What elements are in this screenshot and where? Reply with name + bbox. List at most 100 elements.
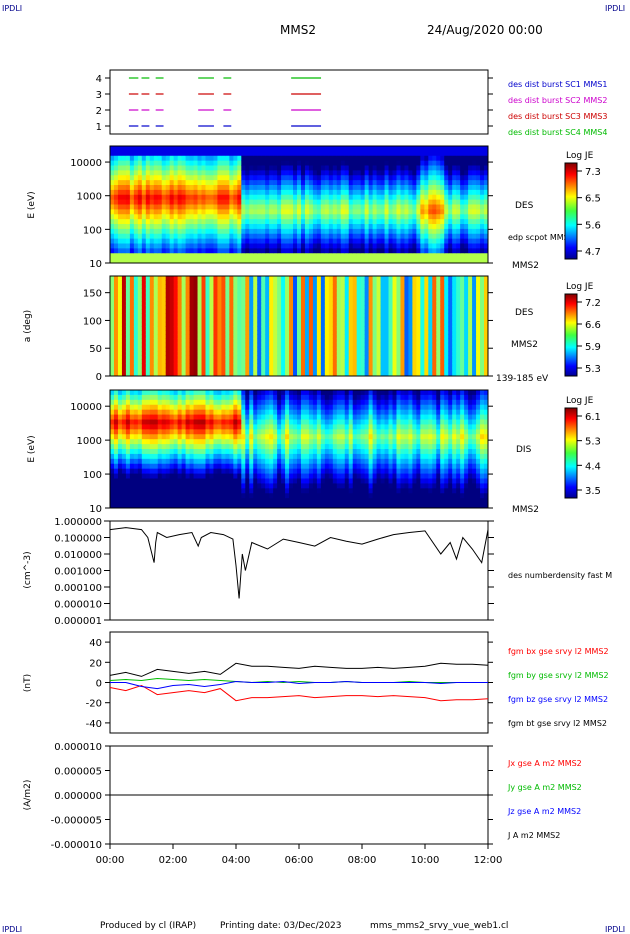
des-energy-cell	[440, 224, 445, 230]
des-pitch-cell	[193, 367, 199, 373]
des-pitch-cell	[209, 284, 214, 289]
des-pitch-cell	[153, 326, 159, 331]
des-energy-cell	[404, 204, 409, 210]
des-pitch-cell	[293, 321, 298, 327]
des-pitch-cell	[384, 296, 390, 302]
des-energy-cell	[320, 146, 326, 152]
des-energy-cell	[436, 248, 441, 254]
des-energy-cell	[352, 248, 358, 254]
des-pitch-cell	[165, 351, 171, 356]
des-pitch-cell	[117, 342, 123, 348]
des-energy-cell	[245, 160, 250, 167]
des-energy-cell	[392, 165, 397, 171]
des-energy-cell	[110, 185, 115, 191]
des-energy-cell	[297, 233, 302, 240]
des-pitch-cell	[344, 305, 350, 310]
des-energy-cell	[476, 180, 481, 186]
des-energy-cell	[129, 165, 135, 171]
des-pitch-cell	[213, 321, 218, 327]
des-energy-cell	[408, 219, 413, 225]
des-energy-cell	[360, 238, 366, 245]
des-energy-cell	[165, 146, 171, 152]
des-energy-cell	[141, 175, 147, 181]
des-energy-cell	[173, 253, 179, 259]
des-energy-cell	[312, 146, 318, 152]
dis-energy-cell	[125, 434, 131, 440]
des-energy-cell	[277, 175, 282, 181]
des-energy-cell	[245, 253, 250, 259]
des-energy-cell	[368, 170, 374, 176]
des-pitch-cell	[153, 288, 159, 294]
des-energy-cell	[436, 238, 441, 245]
des-energy-cell	[113, 189, 119, 196]
des-energy-cell	[340, 233, 346, 240]
des-energy-cell	[249, 214, 254, 220]
des-energy-cell	[133, 258, 139, 264]
des-energy-cell	[300, 209, 306, 215]
des-pitch-cell	[300, 367, 306, 373]
des-energy-cell	[193, 155, 199, 162]
des-energy-cell	[440, 253, 445, 259]
des-energy-cell	[277, 258, 282, 264]
des-pitch-cell	[181, 367, 187, 373]
des-energy-cell	[312, 258, 318, 264]
des-pitch-cell	[265, 321, 270, 327]
des-pitch-cell	[197, 346, 203, 352]
des-energy-cell	[392, 258, 397, 264]
des-energy-cell	[484, 165, 489, 171]
des-energy-cell	[217, 194, 222, 201]
des-pitch-cell	[352, 313, 358, 319]
des-energy-cell	[165, 243, 171, 249]
des-pitch-cell	[297, 317, 302, 323]
des-energy-cell	[412, 189, 417, 196]
des-pitch-cell	[177, 276, 183, 281]
des-pitch-cell	[141, 342, 147, 348]
dis-energy-cell	[161, 424, 167, 430]
des-pitch-cell	[269, 280, 274, 285]
des-energy-cell	[225, 248, 230, 254]
des-pitch-cell	[364, 346, 370, 352]
des-pitch-cell	[484, 288, 489, 294]
des-pitch-cell	[360, 326, 366, 331]
des-pitch-cell	[368, 355, 374, 360]
des-pitch-cell	[153, 351, 159, 356]
des-energy-cell	[404, 228, 409, 235]
dis-energy-cell	[157, 453, 163, 460]
des-energy-cell	[332, 155, 338, 162]
des-pitch-cell	[113, 334, 119, 339]
des-energy-cell	[372, 155, 378, 162]
des-energy-cell	[476, 248, 481, 254]
des-energy-cell	[133, 194, 139, 201]
des-energy-cell	[320, 253, 326, 259]
des-pitch-cell	[177, 305, 183, 310]
des-pitch-cell	[464, 321, 469, 327]
des-pitch-cell	[412, 367, 417, 373]
des-energy-cell	[153, 150, 159, 157]
des-pitch-cell	[137, 276, 143, 281]
des-pitch-cell	[424, 330, 429, 335]
des-energy-cell	[364, 170, 370, 176]
des-energy-cell	[173, 199, 179, 206]
dis-energy-cell	[149, 424, 155, 430]
des-energy-cell	[484, 194, 489, 201]
des-energy-cell	[289, 214, 294, 220]
des-energy-cell	[113, 170, 119, 176]
des-pitch-cell	[133, 288, 139, 294]
des-energy-cell	[253, 253, 258, 259]
des-pitch-cell	[201, 330, 206, 335]
des-energy-cell	[173, 189, 179, 196]
des-energy-cell	[297, 228, 302, 235]
des-energy-cell	[452, 194, 457, 201]
des-pitch-cell	[388, 367, 394, 373]
des-energy-cell	[380, 219, 386, 225]
des-energy-cell	[304, 248, 310, 254]
des-pitch-cell	[368, 346, 374, 352]
des-energy-cell	[293, 155, 298, 162]
des-pitch-cell	[121, 313, 127, 319]
edp-scpot-label: edp scpot MMS2	[508, 233, 574, 242]
dis-energy-cell	[125, 483, 131, 489]
des-energy-cell	[484, 175, 489, 181]
dis-energy-cell	[125, 429, 131, 435]
des-pitch-cell	[464, 313, 469, 319]
des-pitch-cell	[328, 288, 334, 294]
